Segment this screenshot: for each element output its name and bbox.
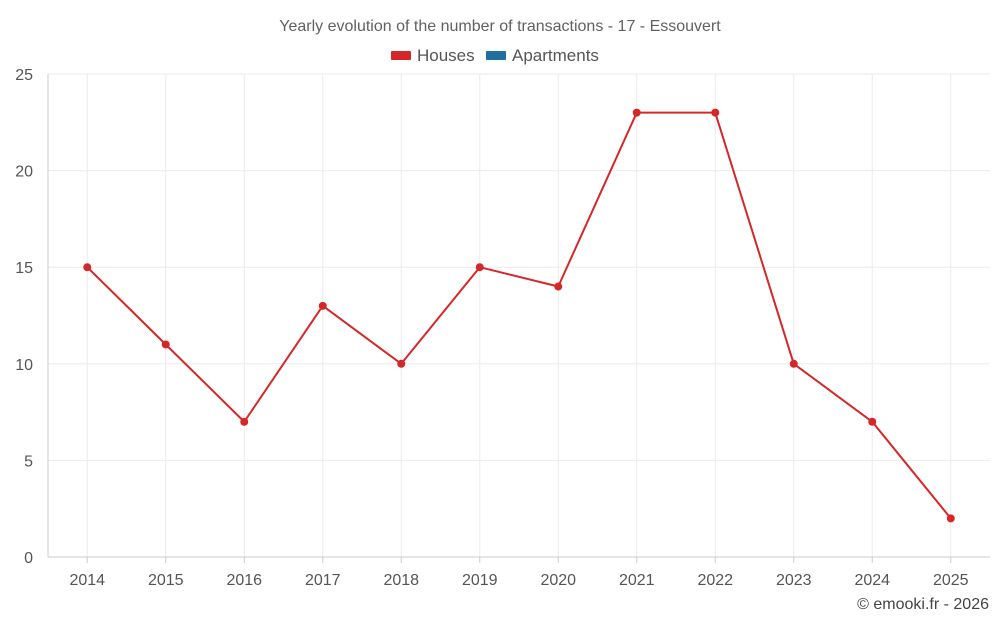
legend-label-houses: Houses (417, 46, 475, 65)
y-tick-label: 25 (15, 67, 33, 84)
data-point[interactable] (318, 301, 327, 310)
y-tick-label: 0 (24, 550, 33, 567)
data-point[interactable] (475, 263, 484, 272)
data-point[interactable] (554, 282, 563, 291)
x-tick-label: 2020 (540, 572, 576, 589)
legend: Houses Apartments (391, 46, 599, 65)
legend-swatch-apartments (486, 51, 506, 60)
chart-title: Yearly evolution of the number of transa… (279, 18, 721, 35)
data-point[interactable] (632, 108, 641, 117)
y-tick-label: 15 (15, 260, 33, 277)
credit-text: © emooki.fr - 2026 (857, 596, 989, 613)
series-line-houses (86, 111, 952, 519)
y-tick-label: 20 (15, 164, 33, 181)
x-tick-label: 2024 (854, 572, 890, 589)
series-houses (83, 108, 955, 523)
x-tick-label: 2021 (619, 572, 655, 589)
data-point[interactable] (946, 514, 955, 523)
x-tick-label: 2016 (226, 572, 262, 589)
legend-swatch-houses (391, 51, 411, 60)
x-tick-label: 2023 (776, 572, 812, 589)
data-point[interactable] (83, 263, 92, 272)
x-tick-label: 2018 (383, 572, 419, 589)
x-tick-label: 2015 (148, 572, 184, 589)
y-tick-label: 5 (24, 453, 33, 470)
x-tick-label: 2025 (933, 572, 969, 589)
x-axis-ticks: 2014 2015 2016 2017 2018 2019 2020 2021 2022 2023… (69, 557, 969, 589)
x-tick-label: 2014 (69, 572, 105, 589)
x-tick-label: 2022 (697, 572, 733, 589)
data-point[interactable] (789, 359, 798, 368)
x-tick-label: 2017 (305, 572, 341, 589)
data-point[interactable] (161, 340, 170, 349)
axes (47, 74, 990, 558)
data-point[interactable] (240, 417, 249, 426)
data-point[interactable] (868, 417, 877, 426)
legend-item-apartments[interactable]: Apartments (486, 46, 599, 65)
legend-label-apartments: Apartments (512, 46, 599, 65)
data-point[interactable] (711, 108, 720, 117)
y-tick-label: 10 (15, 357, 33, 374)
grid (48, 73, 990, 557)
legend-item-houses[interactable]: Houses (391, 46, 475, 65)
y-axis-ticks: 0 5 10 15 20 25 (15, 67, 33, 567)
x-tick-label: 2019 (462, 572, 498, 589)
data-point[interactable] (397, 359, 406, 368)
